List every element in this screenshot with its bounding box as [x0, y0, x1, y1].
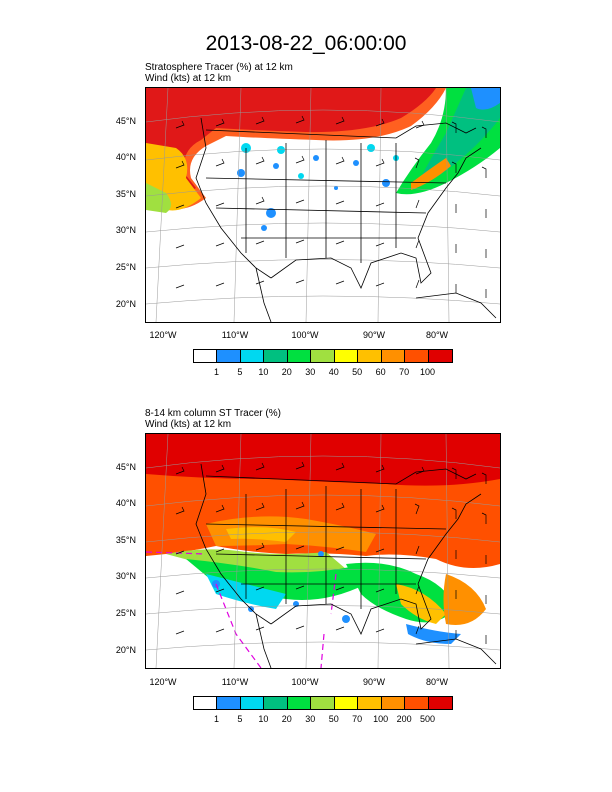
- panel2-subtitle: 8-14 km column ST Tracer (%) Wind (kts) …: [145, 408, 281, 430]
- colorbar-label: 40: [328, 367, 339, 377]
- colorbar-swatch: [428, 697, 452, 709]
- colorbar-swatch: [194, 697, 218, 709]
- panel1-wind-barbs: [175, 115, 487, 298]
- panel2-colorbar: [193, 696, 453, 710]
- colorbar-label: 1: [213, 367, 219, 377]
- panel1-lon-120: 120°W: [149, 330, 177, 340]
- colorbar-label: 1: [213, 714, 219, 724]
- panel1-colorbar-labels: 1 5 10 20 30 40 50 60 70 100: [193, 367, 451, 379]
- panel1-lat-45: 45°N: [115, 116, 136, 126]
- panel2-wind-label: Wind (kts) at 12 km: [145, 419, 232, 430]
- colorbar-label: 20: [281, 714, 292, 724]
- colorbar-swatch: [264, 350, 288, 362]
- colorbar-label: 5: [237, 367, 243, 377]
- panel1-wind-label: Wind (kts) at 12 km: [145, 73, 232, 84]
- colorbar-label: 100: [373, 714, 389, 724]
- page-title: 2013-08-22_06:00:00: [205, 32, 407, 55]
- colorbar-label: 20: [281, 367, 292, 377]
- panel2-lat-40: 40°N: [115, 498, 136, 508]
- panel2-lon-110: 110°W: [221, 677, 249, 687]
- panel2-lat-35: 35°N: [115, 535, 136, 545]
- colorbar-swatch: [334, 697, 359, 709]
- colorbar-swatch: [217, 697, 241, 709]
- colorbar-swatch: [240, 350, 265, 362]
- colorbar-label: 10: [258, 367, 269, 377]
- colorbar-label: 500: [420, 714, 436, 724]
- panel1-colorbar: [193, 349, 453, 363]
- panel2-lat-25: 25°N: [115, 608, 136, 618]
- panel1-lon-100: 100°W: [291, 330, 319, 340]
- colorbar-swatch: [311, 697, 335, 709]
- panel1-lat-40: 40°N: [115, 152, 136, 162]
- colorbar-label: 50: [328, 714, 339, 724]
- colorbar-swatch: [194, 350, 218, 362]
- colorbar-swatch: [217, 350, 241, 362]
- colorbar-swatch: [405, 350, 429, 362]
- colorbar-label: 30: [305, 714, 316, 724]
- panel2-lat-45: 45°N: [115, 462, 136, 472]
- colorbar-label: 50: [352, 367, 363, 377]
- colorbar-swatch: [358, 350, 382, 362]
- panel1-lon-110: 110°W: [221, 330, 249, 340]
- colorbar-swatch: [264, 697, 288, 709]
- panel2-lon-90: 90°W: [362, 677, 386, 687]
- colorbar-swatch: [287, 350, 312, 362]
- panel2-lon-100: 100°W: [291, 677, 319, 687]
- colorbar-label: 10: [258, 714, 269, 724]
- colorbar-label: 200: [396, 714, 412, 724]
- panel1-map: [145, 87, 501, 323]
- colorbar-label: 70: [352, 714, 363, 724]
- panel1-subtitle: Stratosphere Tracer (%) at 12 km Wind (k…: [145, 62, 293, 84]
- panel1-lat-35: 35°N: [115, 189, 136, 199]
- panel1-lat-25: 25°N: [115, 262, 136, 272]
- colorbar-swatch: [381, 350, 406, 362]
- panel2-field-label: 8-14 km column ST Tracer (%): [145, 408, 281, 419]
- panel2-lat-30: 30°N: [115, 571, 136, 581]
- panel2-map: [145, 433, 501, 669]
- colorbar-swatch: [311, 350, 335, 362]
- colorbar-swatch: [240, 697, 265, 709]
- panel1-lon-90: 90°W: [362, 330, 386, 340]
- colorbar-swatch: [287, 697, 312, 709]
- panel1-lat-20: 20°N: [115, 299, 136, 309]
- colorbar-label: 70: [399, 367, 410, 377]
- panel2-lon-120: 120°W: [149, 677, 177, 687]
- panel2-wind-barbs: [175, 461, 487, 644]
- panel1-lat-30: 30°N: [115, 225, 136, 235]
- panel1-map-canvas: [146, 88, 500, 322]
- colorbar-label: 60: [375, 367, 386, 377]
- colorbar-swatch: [381, 697, 406, 709]
- colorbar-swatch: [405, 697, 429, 709]
- panel1-field-label: Stratosphere Tracer (%) at 12 km: [145, 62, 293, 73]
- colorbar-label: 5: [237, 714, 243, 724]
- colorbar-swatch: [428, 350, 452, 362]
- panel2-lon-80: 80°W: [425, 677, 449, 687]
- panel2-map-canvas: [146, 434, 500, 668]
- panel2-lat-20: 20°N: [115, 645, 136, 655]
- colorbar-swatch: [358, 697, 382, 709]
- colorbar-label: 100: [420, 367, 436, 377]
- colorbar-label: 30: [305, 367, 316, 377]
- colorbar-swatch: [334, 350, 359, 362]
- panel2-colorbar-labels: 1 5 10 20 30 50 70 100 200 500: [193, 714, 451, 726]
- panel1-lon-80: 80°W: [425, 330, 449, 340]
